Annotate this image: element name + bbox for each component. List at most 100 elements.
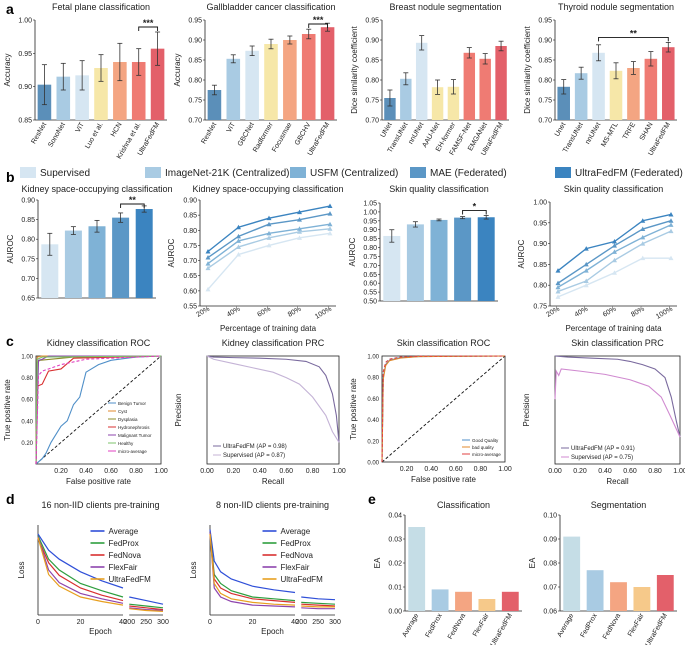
- x-tick-label: 0.40: [598, 468, 612, 475]
- bar: [150, 48, 165, 120]
- x-tick-label: 0.60: [104, 468, 118, 475]
- series-point: [205, 261, 211, 266]
- bar: [557, 86, 570, 120]
- series-line: [37, 538, 124, 602]
- y-tick-label: 0.75: [188, 98, 202, 105]
- y-tick-label: 0.60: [363, 281, 377, 288]
- series-line: [129, 605, 164, 611]
- chart-gallbladder: Gallbladder cancer classification Accurac…: [173, 2, 337, 157]
- series-line: [301, 601, 336, 605]
- x-tick-label: 0.20: [573, 468, 587, 475]
- chart-title: Kidney classification ROC: [47, 338, 151, 348]
- y-tick-label: 0.07: [543, 585, 557, 592]
- series-line: [35, 355, 161, 465]
- chart-kidney_roc: Kidney classification ROC True positive r…: [3, 338, 168, 486]
- significance-bracket: [598, 36, 669, 42]
- chart-title: Kidney space-occupying classification: [192, 184, 343, 194]
- x-axis-label: Epoch: [261, 627, 284, 636]
- y-axis-label: EA: [373, 557, 382, 568]
- x-tick-label: 60%: [256, 306, 272, 319]
- significance-bracket: [308, 23, 329, 28]
- x-tick-label: Focusmae: [271, 121, 293, 153]
- x-tick-label: 20: [77, 619, 85, 626]
- legend-label: FlexFair: [281, 563, 310, 572]
- y-axis-label: Dice similarity coefficient: [350, 26, 359, 114]
- series-line: [37, 533, 124, 589]
- series-point: [583, 246, 589, 251]
- significance-bracket: [120, 203, 145, 208]
- series-point: [640, 218, 646, 223]
- y-tick-label: 0.01: [388, 585, 402, 592]
- series-point: [205, 265, 211, 271]
- chart-title: Skin classification PRC: [571, 338, 664, 348]
- series-point: [668, 218, 674, 223]
- x-tick-label: SonoNet: [47, 121, 67, 148]
- panel-letter-d: d: [6, 491, 15, 507]
- y-tick-label: 0.95: [365, 18, 379, 25]
- series-point: [236, 233, 241, 239]
- series-line: [381, 355, 506, 463]
- x-axis-label: Percentage of training data: [220, 324, 317, 333]
- y-tick-label: 0.80: [21, 237, 35, 244]
- y-tick-label: 0.00: [388, 609, 402, 616]
- y-tick-label: 0.40: [21, 419, 33, 425]
- x-tick-label: 250: [140, 619, 152, 626]
- series-point: [266, 230, 272, 236]
- series-line: [301, 603, 336, 607]
- series-line: [301, 596, 336, 601]
- series-point: [327, 230, 333, 236]
- x-axis-label: Recall: [606, 477, 628, 486]
- series-line: [209, 533, 296, 606]
- chart-ea_cls: Classification EA 0.00 0.01 0.02 0.03 0.04 Aver…: [373, 500, 522, 645]
- y-axis-label: True positive rate: [349, 378, 358, 440]
- legend-b-swatch: [145, 167, 161, 178]
- x-tick-label: HCN: [110, 122, 124, 139]
- series-line: [209, 529, 296, 594]
- x-tick-label: 0.20: [227, 468, 241, 475]
- y-tick-label: 0.20: [367, 439, 379, 445]
- significance-bracket: [138, 26, 159, 31]
- chart-title: 16 non-IID clients pre-training: [41, 500, 159, 510]
- series-point: [583, 261, 589, 267]
- x-axis-label: Recall: [262, 477, 284, 486]
- chart-skin_prc: Skin classification PRC Precision Recall 0.…: [522, 338, 685, 486]
- x-tick-label: 20%: [195, 306, 211, 319]
- series-line: [129, 607, 164, 612]
- bar: [113, 62, 127, 120]
- series-point: [205, 255, 211, 260]
- y-axis-label: EA: [528, 557, 537, 568]
- bar: [384, 98, 396, 120]
- series-point: [640, 241, 646, 246]
- y-tick-label: 0.65: [183, 273, 197, 280]
- legend-label: Malignant Tumor: [118, 433, 152, 438]
- y-tick-label: 0.08: [543, 561, 557, 568]
- y-tick-label: 1.00: [533, 200, 547, 207]
- bar: [609, 70, 623, 120]
- bar: [479, 58, 491, 120]
- legend-label: Benign Tumor: [118, 401, 147, 406]
- y-tick-label: 0.95: [538, 18, 552, 25]
- chart-title: Thyroid nodule segmentation: [558, 2, 674, 12]
- x-tick-label: 1.00: [332, 468, 346, 475]
- x-axis-label: False positive rate: [411, 475, 476, 484]
- bar: [94, 68, 108, 120]
- series-line: [554, 355, 681, 438]
- x-tick-label: 0.80: [648, 468, 662, 475]
- bar: [430, 219, 448, 301]
- chance-diagonal: [35, 355, 162, 465]
- series-point: [205, 248, 211, 254]
- legend-label: Hydronephrosis: [118, 425, 150, 430]
- series-point: [612, 243, 617, 248]
- legend-label: Good Quality: [472, 438, 499, 443]
- series-point: [555, 268, 561, 273]
- series-line: [35, 355, 162, 465]
- x-tick-label: SHAN: [639, 122, 655, 142]
- series-point: [612, 249, 617, 254]
- x-tick-label: FedProx: [580, 612, 600, 639]
- series-point: [266, 221, 272, 227]
- x-tick-label: 1.00: [498, 466, 512, 473]
- legend-label: Supervised (AP = 0.75): [571, 455, 633, 461]
- y-tick-label: 0.85: [363, 236, 377, 243]
- legend-b-label: MAE (Federated): [430, 168, 507, 179]
- y-tick-label: 0.80: [367, 376, 379, 382]
